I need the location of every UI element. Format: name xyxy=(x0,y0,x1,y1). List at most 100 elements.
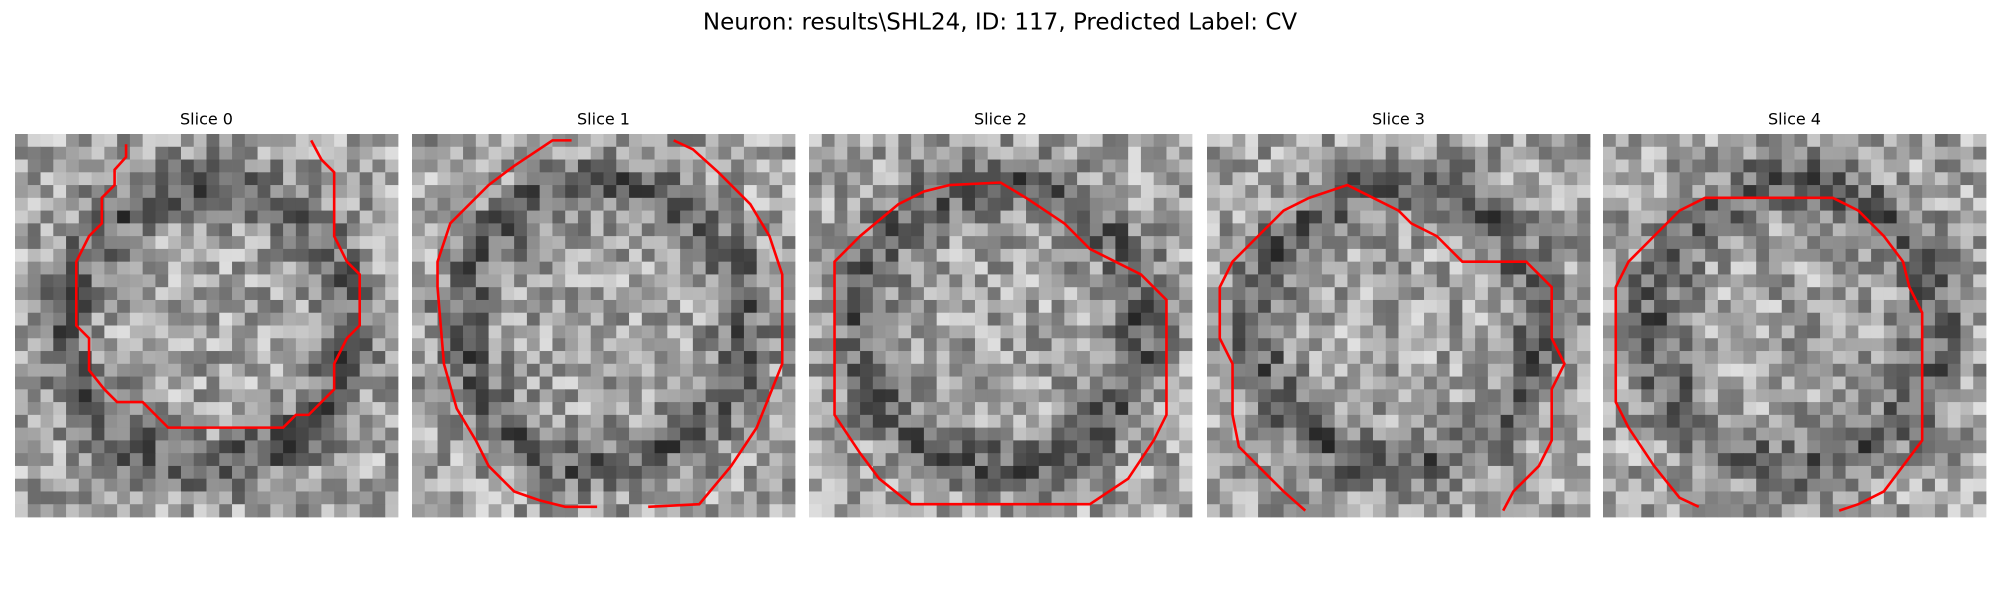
pixel xyxy=(1883,427,1898,441)
pixel xyxy=(142,236,156,250)
pixel xyxy=(168,376,182,390)
pixel xyxy=(1102,440,1116,454)
pixel xyxy=(1166,248,1180,263)
pixel xyxy=(1628,491,1642,505)
pixel xyxy=(424,236,438,250)
pixel xyxy=(911,287,925,301)
pixel xyxy=(1232,465,1246,480)
pixel xyxy=(743,478,758,492)
pixel xyxy=(15,299,29,314)
pixel xyxy=(437,287,451,301)
pixel xyxy=(283,274,297,288)
pixel xyxy=(168,261,182,275)
pixel xyxy=(1768,440,1783,454)
pixel xyxy=(1245,427,1259,441)
pixel xyxy=(1603,427,1617,441)
pixel xyxy=(15,427,29,441)
pixel xyxy=(1679,427,1693,441)
pixel xyxy=(1179,134,1193,148)
pixel xyxy=(514,146,528,160)
pixel xyxy=(1538,427,1553,441)
pixel xyxy=(1871,299,1885,314)
pixel xyxy=(1832,325,1846,339)
pixel xyxy=(53,414,67,429)
pixel xyxy=(219,427,233,441)
pixel xyxy=(911,504,925,518)
pixel xyxy=(590,389,604,403)
pixel xyxy=(1179,261,1193,275)
pixel xyxy=(1347,402,1361,416)
pixel xyxy=(1922,414,1936,429)
pixel xyxy=(1115,389,1129,403)
pixel xyxy=(1166,491,1180,505)
pixel xyxy=(1500,236,1514,250)
pixel xyxy=(1794,491,1808,505)
pixel xyxy=(911,236,925,250)
pixel xyxy=(180,453,195,467)
pixel xyxy=(1013,223,1027,237)
pixel xyxy=(1334,491,1348,505)
pixel xyxy=(1883,453,1898,467)
pixel xyxy=(667,491,681,505)
pixel xyxy=(40,389,54,403)
pixel xyxy=(142,287,156,301)
pixel xyxy=(1334,146,1348,160)
pixel xyxy=(911,402,925,416)
pixel xyxy=(1730,363,1744,377)
pixel xyxy=(232,325,246,339)
pixel xyxy=(743,236,758,250)
pixel xyxy=(590,261,604,275)
pixel xyxy=(1424,261,1438,275)
pixel xyxy=(1179,236,1193,250)
pixel xyxy=(898,274,912,288)
pixel xyxy=(1820,338,1834,352)
pixel xyxy=(1654,197,1668,211)
pixel xyxy=(731,287,745,301)
pixel xyxy=(590,465,604,480)
pixel xyxy=(1309,159,1323,173)
pixel xyxy=(40,261,54,275)
pixel xyxy=(450,491,464,505)
pixel xyxy=(809,325,823,339)
pixel xyxy=(1551,210,1565,224)
pixel xyxy=(334,491,348,505)
pixel xyxy=(1934,351,1949,365)
pixel xyxy=(385,389,399,403)
pixel xyxy=(821,504,835,518)
pixel xyxy=(974,491,989,505)
pixel xyxy=(1768,146,1783,160)
pixel xyxy=(629,261,643,275)
pixel xyxy=(117,210,131,224)
pixel xyxy=(1077,325,1091,339)
pixel xyxy=(962,363,976,377)
pixel xyxy=(501,453,515,467)
pixel xyxy=(1538,414,1553,429)
pixel xyxy=(769,210,783,224)
pixel xyxy=(616,325,630,339)
pixel xyxy=(667,299,681,314)
pixel xyxy=(1283,478,1297,492)
pixel xyxy=(680,376,694,390)
pixel xyxy=(1026,414,1040,429)
pixel xyxy=(860,440,874,454)
pixel xyxy=(1845,351,1859,365)
pixel xyxy=(295,159,310,173)
pixel xyxy=(1500,453,1514,467)
pixel xyxy=(1166,210,1180,224)
pixel xyxy=(193,146,207,160)
pixel xyxy=(1347,478,1361,492)
pixel xyxy=(1424,146,1438,160)
pixel xyxy=(244,261,258,275)
pixel xyxy=(526,363,541,377)
pixel xyxy=(450,185,464,199)
pixel xyxy=(1615,376,1629,390)
pixel xyxy=(501,491,515,505)
pixel xyxy=(372,185,386,199)
pixel xyxy=(283,478,297,492)
pixel xyxy=(718,402,732,416)
pixel xyxy=(257,248,271,263)
pixel xyxy=(629,274,643,288)
pixel xyxy=(1871,453,1885,467)
pixel xyxy=(872,261,886,275)
pixel xyxy=(40,465,54,480)
